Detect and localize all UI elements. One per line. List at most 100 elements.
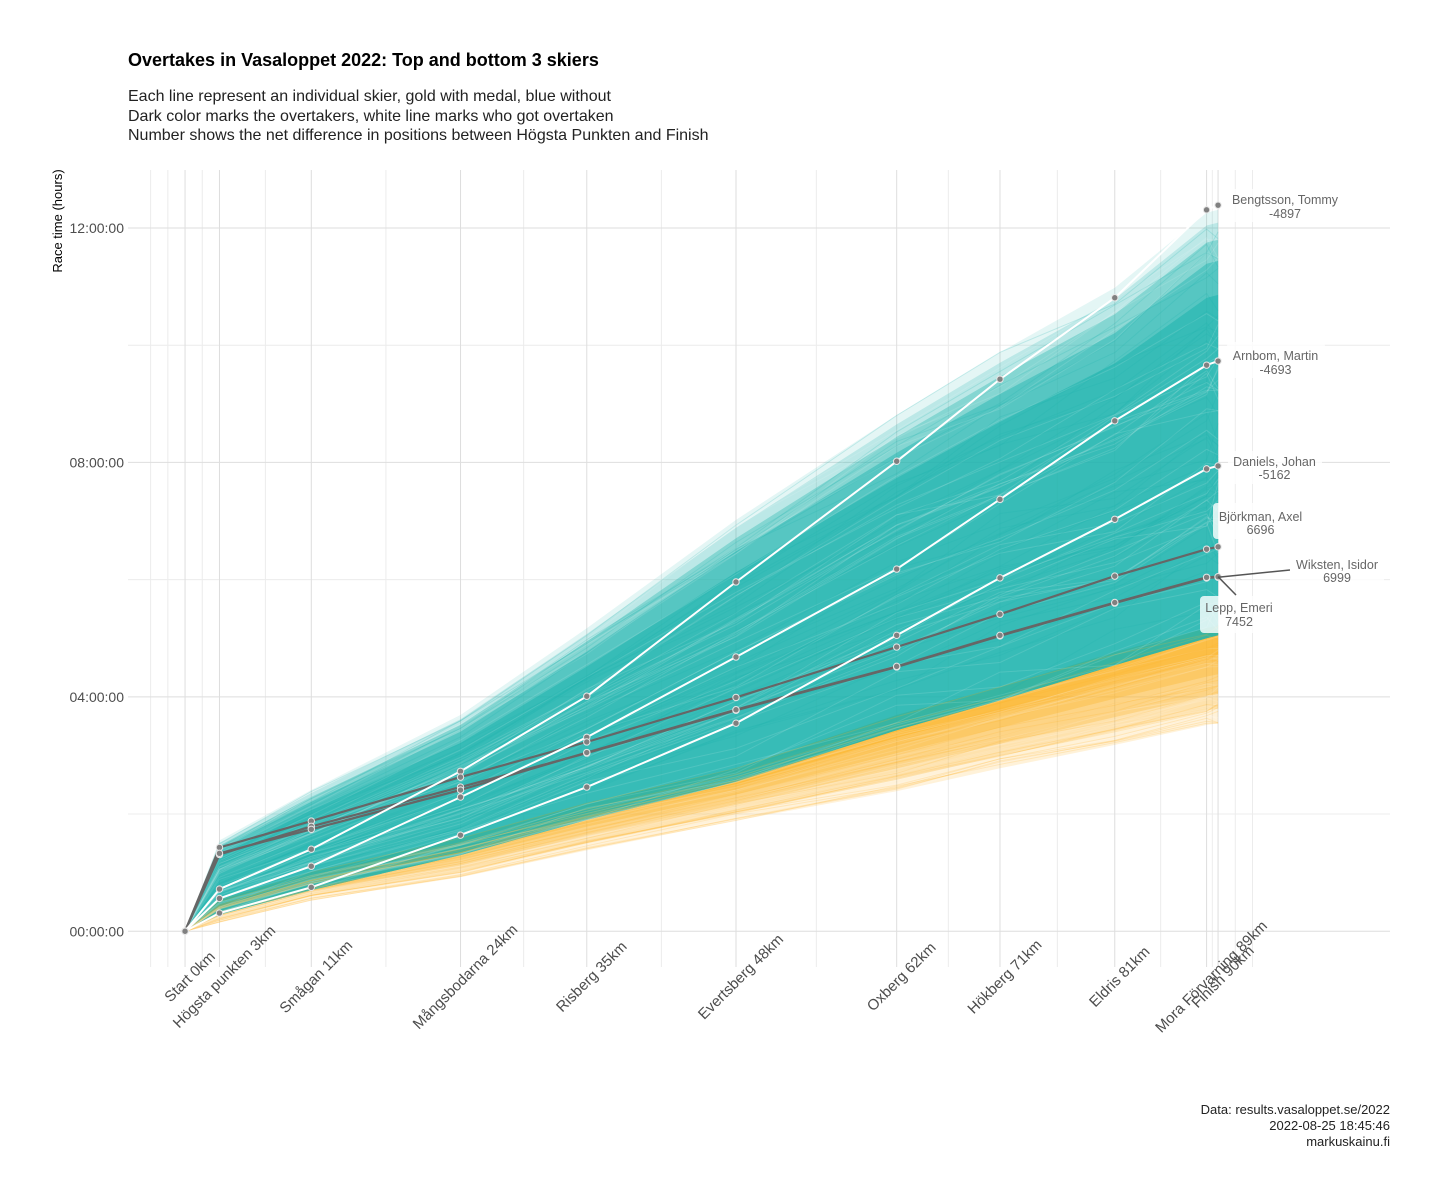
medal-skier-line	[184, 712, 1219, 932]
checkpoint-dot	[1111, 294, 1119, 302]
no-medal-skier-line	[184, 513, 1219, 932]
medal-skier-line	[184, 684, 1219, 932]
medal-skier-line	[184, 659, 1219, 932]
no-medal-skier-line	[184, 436, 1219, 932]
medal-skier-line	[184, 658, 1219, 932]
checkpoint-dot	[996, 375, 1004, 383]
medal-skier-line	[184, 660, 1219, 932]
no-medal-skier-line	[184, 231, 1219, 932]
checkpoint-dot	[215, 885, 224, 893]
checkpoint-dot	[996, 495, 1004, 504]
medal-skier-line	[184, 636, 1219, 932]
checkpoint-dot	[181, 927, 189, 935]
checkpoint-dot	[732, 653, 740, 661]
no-medal-skier-line	[184, 472, 1219, 932]
no-medal-skier-line	[184, 268, 1219, 932]
skier-label-net-change: -4897	[1269, 207, 1301, 221]
no-medal-skier-line	[184, 367, 1219, 932]
checkpoint-dot	[307, 862, 316, 870]
no-medal-skier-line	[184, 328, 1219, 932]
checkpoint-dot	[583, 783, 591, 791]
skier-label-net-change: -4693	[1260, 363, 1292, 377]
no-medal-skier-line	[184, 616, 1219, 932]
skier-label-name: Daniels, Johan	[1233, 455, 1316, 469]
no-medal-skier-line	[184, 379, 1219, 932]
no-medal-band-layer	[185, 260, 1219, 932]
no-medal-skier-line	[184, 438, 1219, 932]
medal-skier-line	[184, 653, 1219, 932]
label-leader-line	[1217, 576, 1237, 596]
checkpoint-dot	[1202, 361, 1211, 369]
no-medal-skier-line	[184, 356, 1219, 932]
skier-label-name: Bengtsson, Tommy	[1232, 193, 1339, 207]
skier-label-box	[1228, 451, 1322, 484]
chart-subtitle-line-1: Each line represent an individual skier,…	[128, 88, 612, 105]
y-axis-title: Race time (hours)	[50, 169, 65, 272]
no-medal-skier-line	[184, 465, 1219, 932]
checkpoint-dot	[1202, 206, 1211, 214]
checkpoint-dot	[996, 574, 1004, 582]
no-medal-skier-line	[184, 369, 1219, 932]
skier-label-net-change: 7452	[1225, 615, 1253, 629]
skier-label-net-change: 6696	[1247, 523, 1275, 537]
skier-label-box	[1213, 503, 1308, 539]
no-medal-skier-line	[184, 525, 1219, 932]
no-medal-skier-line	[184, 430, 1219, 932]
skier-labels: Bengtsson, Tommy-4897 Arnbom, Martin-4693…	[1200, 189, 1384, 633]
no-medal-skier-line	[184, 386, 1219, 932]
no-medal-skier-line	[184, 611, 1219, 932]
medal-skier-line	[184, 694, 1219, 932]
no-medal-skier-line	[184, 349, 1219, 932]
no-medal-skier-line	[184, 369, 1219, 932]
medal-skier-line	[184, 662, 1219, 932]
medal-skier-line	[184, 707, 1219, 932]
checkpoint-dot	[996, 610, 1004, 618]
no-medal-skier-line	[184, 601, 1219, 932]
skier-label-name: Björkman, Axel	[1219, 510, 1302, 524]
medal-skier-line	[184, 685, 1219, 932]
label-leader-line	[1217, 569, 1291, 579]
no-medal-skier-line	[184, 601, 1219, 932]
medal-skier-line	[184, 715, 1219, 932]
checkpoint-dot	[996, 631, 1004, 640]
checkpoint-dot	[1214, 201, 1222, 209]
no-medal-skier-line	[184, 310, 1219, 932]
medal-skier-line	[184, 634, 1219, 932]
no-medal-skier-line	[184, 242, 1219, 932]
checkpoint-dot	[1214, 462, 1222, 470]
medal-skier-line	[184, 651, 1219, 932]
no-medal-skier-line	[184, 482, 1219, 932]
checkpoint-dot	[1111, 417, 1119, 425]
no-medal-skier-line	[184, 604, 1219, 932]
checkpoint-dot	[892, 643, 901, 651]
no-medal-skier-line	[184, 315, 1219, 932]
checkpoint-dot	[732, 693, 740, 702]
medal-skier-line	[184, 654, 1219, 932]
medal-skier-line	[184, 659, 1219, 932]
medal-skier-line	[184, 693, 1219, 932]
no-medal-skier-line	[184, 343, 1219, 932]
checkpoint-dot	[1202, 545, 1211, 553]
checkpoint-dot	[1202, 465, 1211, 473]
medal-skier-line	[184, 720, 1219, 932]
no-medal-skier-line	[184, 322, 1219, 932]
checkpoint-dot	[732, 719, 740, 727]
medal-skier-line	[184, 666, 1219, 932]
medal-skier-line	[184, 717, 1219, 932]
no-medal-skier-line	[184, 552, 1219, 932]
checkpoint-dot	[732, 706, 740, 714]
no-medal-skier-line	[184, 433, 1219, 932]
no-medal-skier-line	[184, 408, 1219, 932]
no-medal-skier-line	[184, 257, 1219, 932]
checkpoint-dot	[1214, 543, 1222, 551]
no-medal-band-layer	[185, 239, 1219, 932]
medal-skier-line	[184, 702, 1219, 932]
checkpoint-dot	[892, 457, 901, 465]
no-medal-skier-line	[184, 445, 1219, 932]
y-tick-label: 04:00:00	[70, 689, 125, 705]
caption-timestamp: 2022-08-25 18:45:46	[1269, 1118, 1390, 1133]
medal-skier-line	[184, 644, 1219, 932]
medal-skier-line	[184, 697, 1219, 932]
medal-skier-line	[184, 657, 1219, 932]
medal-skier-line	[184, 686, 1219, 932]
